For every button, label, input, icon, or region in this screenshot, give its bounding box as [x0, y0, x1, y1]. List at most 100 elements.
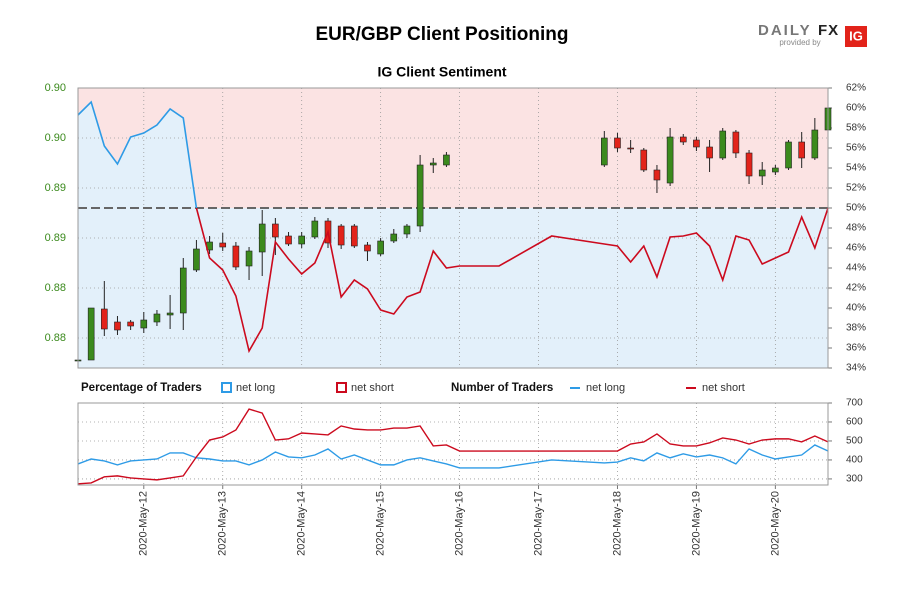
candle-body [798, 141, 805, 159]
panel-frame [77, 87, 829, 369]
candle-body [193, 248, 200, 271]
candle-body [351, 225, 358, 247]
x-tick-label: 2020-May-20 [769, 491, 781, 556]
candle-body [653, 169, 661, 181]
candle-body [101, 308, 108, 330]
x-tick-label: 2020-May-14 [296, 491, 308, 556]
y2-tick-label: 58% [846, 123, 866, 134]
y2-tick-label: 38% [846, 323, 866, 334]
candle-body [337, 225, 345, 246]
candle-body [719, 130, 727, 159]
candle-body [666, 136, 674, 184]
candle-body [245, 250, 253, 267]
y-tick-label: 0.88 [45, 282, 66, 294]
candle-body [298, 235, 305, 245]
candle-body [811, 129, 819, 159]
y2-tick-label: 56% [846, 143, 866, 154]
legend-box [221, 382, 232, 393]
legend-title: Number of Traders [451, 382, 553, 394]
legend-box [336, 382, 347, 393]
candle-body [443, 154, 450, 166]
candle-body [272, 223, 279, 238]
legend-label: net long [586, 382, 625, 394]
candle-body [601, 137, 608, 166]
candle-body [285, 235, 292, 245]
candle-body [640, 149, 648, 171]
candle-body [403, 225, 411, 235]
y2-tick-label: 60% [846, 103, 866, 114]
candle-body [87, 307, 95, 361]
legend-label: net long [236, 382, 275, 394]
y-tick-label: 600 [846, 417, 863, 428]
y2-tick-label: 54% [846, 163, 866, 174]
candle-body [166, 312, 174, 316]
legend-title: Percentage of Traders [81, 382, 202, 394]
candle-body [258, 223, 266, 253]
x-tick-label: 2020-May-17 [532, 491, 544, 556]
x-tick-label: 2020-May-19 [690, 491, 702, 556]
candle-body [219, 242, 227, 248]
sentiment-line [195, 207, 829, 354]
candle-body [785, 141, 792, 169]
y2-tick-label: 40% [846, 303, 866, 314]
candle-body [179, 267, 187, 314]
x-tick-label: 2020-May-12 [138, 491, 150, 556]
logo-badge-bg [845, 26, 867, 47]
traders-line [77, 444, 829, 469]
logo-sub: provided by [779, 38, 820, 47]
legend-label: net short [702, 382, 745, 394]
y2-tick-label: 44% [846, 263, 866, 274]
y2-tick-label: 46% [846, 243, 866, 254]
candle-body [732, 131, 740, 154]
candle-body [114, 321, 121, 331]
y2-tick-label: 52% [846, 183, 866, 194]
candle-body [627, 147, 634, 150]
logo-badge: IG [849, 28, 863, 43]
candle-body [772, 167, 779, 173]
candle-body [377, 240, 384, 255]
x-tick-label: 2020-May-18 [611, 491, 623, 556]
candle-body [232, 245, 240, 268]
y2-tick-label: 36% [846, 343, 866, 354]
y2-tick-label: 42% [846, 283, 866, 294]
y-tick-label: 0.88 [45, 332, 66, 344]
y2-tick-label: 34% [846, 363, 866, 374]
y-tick-label: 500 [846, 436, 863, 447]
y-tick-label: 700 [846, 398, 863, 409]
y2-tick-label: 48% [846, 223, 866, 234]
panel-frame [77, 402, 829, 486]
candle-body [364, 244, 371, 252]
candle-body [127, 321, 134, 327]
candle-body [416, 164, 424, 227]
y-tick-label: 400 [846, 455, 863, 466]
logo-fx: FX [818, 22, 839, 39]
y-tick-label: 0.90 [45, 82, 66, 94]
y-tick-label: 0.89 [45, 182, 66, 194]
chart-title: EUR/GBP Client Positioning [316, 24, 569, 45]
x-tick-label: 2020-May-15 [375, 491, 387, 556]
candle-body [390, 233, 398, 242]
panel-title: IG Client Sentiment [377, 64, 506, 80]
long-fill [78, 102, 197, 208]
candle-body [140, 319, 148, 329]
y2-tick-label: 62% [846, 83, 866, 94]
candle-body [758, 169, 766, 177]
candle-body [679, 136, 687, 143]
y2-tick-label: 50% [846, 203, 866, 214]
candle-body [614, 137, 621, 149]
y-tick-label: 300 [846, 474, 863, 485]
candle-body [693, 139, 700, 148]
candle-body [745, 152, 753, 177]
candle-body [429, 162, 437, 166]
x-tick-label: 2020-May-16 [453, 491, 465, 556]
x-tick-label: 2020-May-13 [217, 491, 229, 556]
candle-body [153, 313, 161, 323]
candle-body [706, 146, 713, 159]
legend-label: net short [351, 382, 394, 394]
candle-body [311, 220, 319, 238]
sentiment-line [77, 100, 198, 209]
y-tick-label: 0.90 [45, 132, 66, 144]
y-tick-label: 0.89 [45, 232, 66, 244]
logo: DAILY [758, 22, 812, 39]
